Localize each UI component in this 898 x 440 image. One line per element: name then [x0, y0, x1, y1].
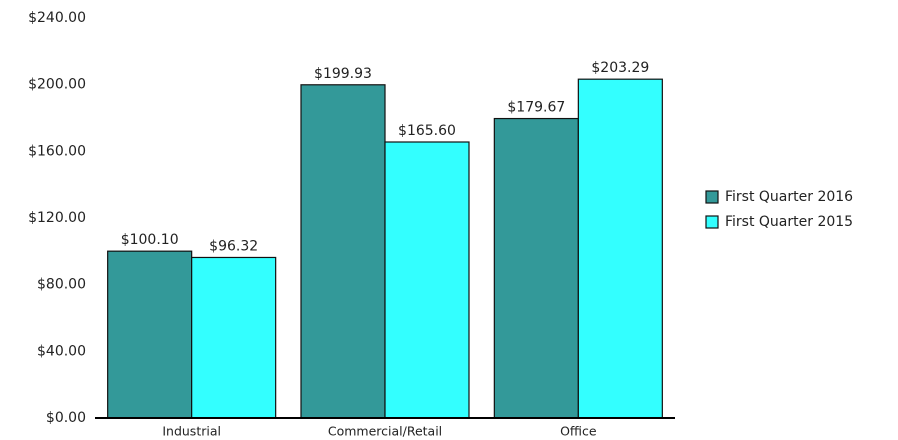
- x-tick-label: Office: [560, 424, 597, 439]
- data-label: $179.67: [507, 100, 565, 116]
- bar: [300, 84, 386, 419]
- y-tick-label: $40.00: [37, 343, 86, 359]
- bar: [107, 250, 193, 419]
- data-label: $165.60: [398, 123, 456, 139]
- bar: [493, 117, 579, 419]
- data-label: $96.32: [209, 238, 258, 254]
- legend-swatch: [705, 190, 719, 204]
- y-tick-label: $160.00: [28, 143, 86, 159]
- legend-label: First Quarter 2015: [725, 214, 853, 230]
- legend-label: First Quarter 2016: [725, 189, 853, 205]
- y-tick-label: $80.00: [37, 277, 86, 293]
- legend-swatch: [705, 215, 719, 229]
- y-tick-label: $120.00: [28, 210, 86, 226]
- bar: [191, 256, 277, 419]
- data-label: $199.93: [314, 66, 372, 82]
- bar: [577, 78, 663, 419]
- y-tick-label: $0.00: [46, 410, 86, 426]
- bar: [384, 141, 470, 419]
- data-label: $203.29: [591, 60, 649, 76]
- y-tick-label: $200.00: [28, 77, 86, 93]
- y-tick-label: $240.00: [28, 10, 86, 26]
- x-tick-label: Industrial: [162, 424, 221, 439]
- x-tick-label: Commercial/Retail: [328, 424, 442, 439]
- data-label: $100.10: [121, 232, 179, 248]
